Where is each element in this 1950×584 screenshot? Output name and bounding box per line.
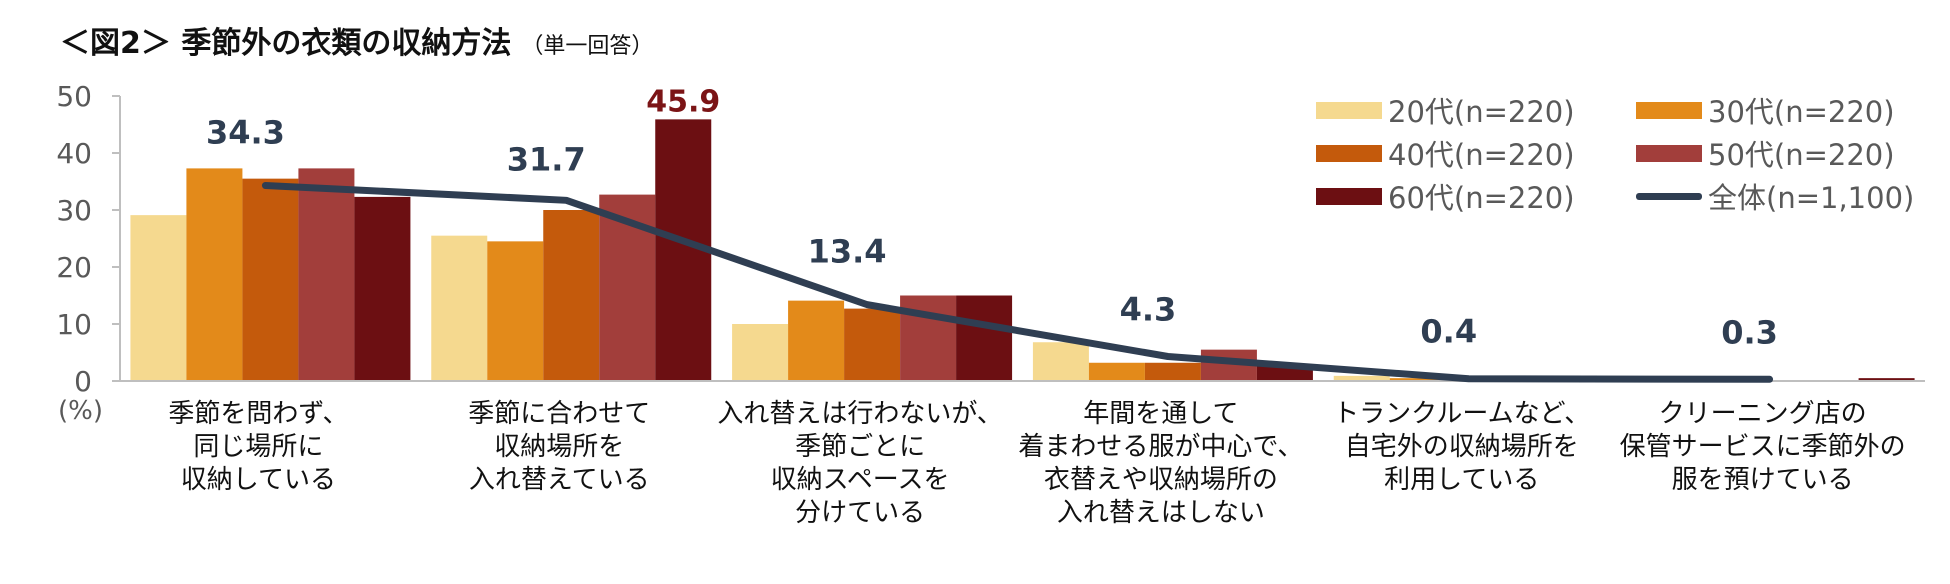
legend-item: 全体(n=1,100) — [1636, 178, 1915, 215]
bar — [543, 210, 600, 381]
bar — [298, 168, 355, 381]
overall-line — [261, 181, 1774, 383]
bar — [732, 324, 789, 381]
line-data-label: 0.4 — [1420, 313, 1477, 351]
x-tick-label: 季節を問わず、 同じ場所に 収納している — [168, 399, 349, 495]
legend-label: 全体(n=1,100) — [1708, 181, 1915, 215]
legend-item: 20代(n=220) — [1316, 92, 1575, 129]
legend-item: 40代(n=220) — [1316, 135, 1575, 172]
line-data-label: 34.3 — [206, 113, 285, 151]
legend-item: 50代(n=220) — [1636, 135, 1895, 172]
y-tick-label: 0 — [74, 365, 92, 398]
bar — [1389, 378, 1446, 381]
bar — [956, 295, 1013, 381]
legend-swatch — [1316, 101, 1382, 119]
bar — [1032, 342, 1089, 381]
legend-swatch — [1636, 144, 1702, 162]
legend-item: 30代(n=220) — [1636, 92, 1895, 129]
chart-title: ＜図2＞ 季節外の衣類の収納方法 （単一回答） — [60, 18, 653, 62]
line-data-label: 31.7 — [507, 140, 586, 178]
x-tick-label: トランクルームなど、 自宅外の収納場所を 利用している — [1333, 399, 1591, 495]
line-data-label: 13.4 — [808, 233, 887, 271]
x-tick-label: 季節に合わせて 収納場所を 入れ替えている — [468, 399, 651, 495]
bar — [242, 178, 299, 381]
legend-swatch — [1636, 101, 1702, 119]
x-tick-label: クリーニング店の 保管サービスに季節外の 服を預けている — [1619, 399, 1906, 495]
bar — [844, 308, 901, 381]
bar — [354, 196, 411, 381]
legend-label: 30代(n=220) — [1708, 95, 1895, 129]
legend-item: 60代(n=220) — [1316, 178, 1575, 215]
bar — [788, 300, 845, 381]
chart-title-sub: （単一回答） — [521, 34, 654, 59]
x-tick-label: 年間を通して 着まわせる服が中心で、 衣替えや収納場所の 入れ替えはしない — [1018, 399, 1304, 528]
bar — [186, 168, 243, 381]
y-tick-label: 30 — [56, 194, 92, 227]
chart-title-main: ＜図2＞ 季節外の衣類の収納方法 — [60, 26, 512, 61]
bar — [1858, 378, 1915, 381]
legend-swatch — [1316, 187, 1382, 205]
legend-label: 60代(n=220) — [1388, 181, 1575, 215]
bar — [1088, 362, 1145, 381]
legend-label: 20代(n=220) — [1388, 95, 1575, 129]
y-tick-label: 40 — [56, 137, 92, 170]
bar — [130, 215, 187, 381]
highlight-data-label: 45.9 — [646, 84, 720, 119]
y-tick-label: 10 — [56, 308, 92, 341]
legend-label: 50代(n=220) — [1708, 138, 1895, 172]
bar — [1144, 362, 1201, 381]
x-tick-label: 入れ替えは行わないが、 季節ごとに 収納スペースを 分けている — [717, 399, 1003, 528]
y-tick-label: 20 — [56, 251, 92, 284]
legend-line-swatch — [1636, 192, 1702, 200]
y-axis-unit: (%) — [58, 396, 103, 426]
y-tick-label: 50 — [56, 80, 92, 113]
legend-label: 40代(n=220) — [1388, 138, 1575, 172]
line-data-label: 4.3 — [1120, 290, 1177, 328]
bar — [1333, 375, 1390, 381]
line-data-label: 0.3 — [1721, 313, 1778, 351]
bar — [487, 241, 544, 381]
legend-swatch — [1316, 144, 1382, 162]
bar — [431, 235, 488, 381]
